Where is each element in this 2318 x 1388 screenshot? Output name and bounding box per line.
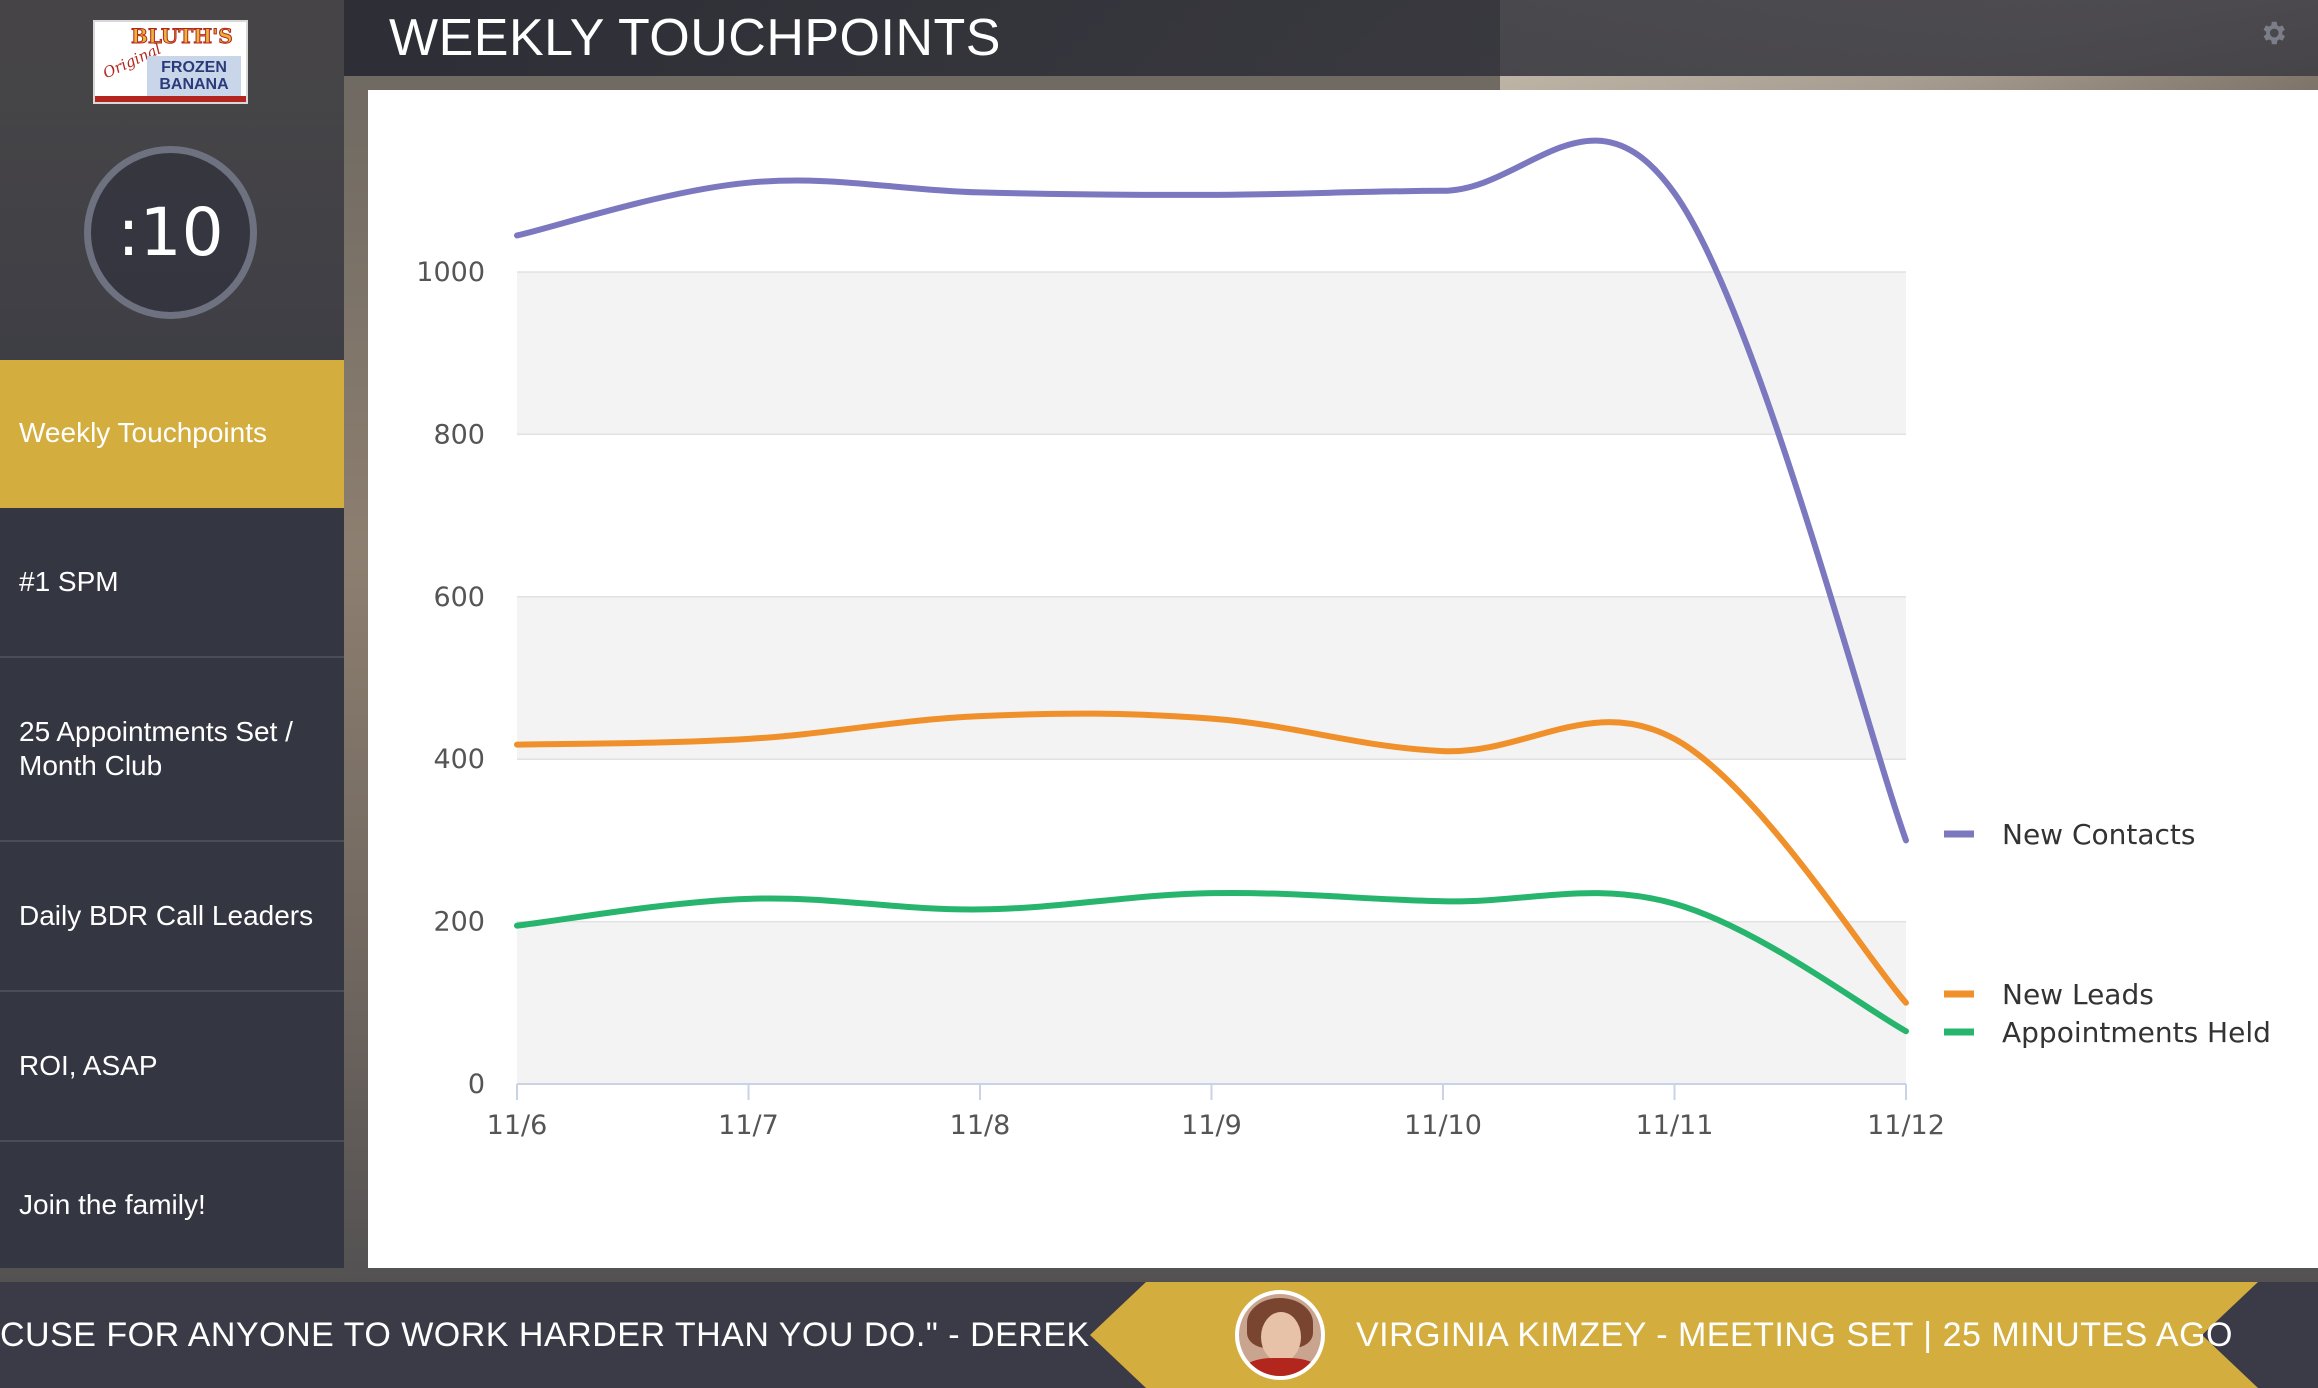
sidebar-item-spm[interactable]: #1 SPM bbox=[0, 508, 344, 658]
x-tick-label: 11/9 bbox=[1181, 1110, 1242, 1141]
y-tick-label: 600 bbox=[433, 582, 485, 613]
y-tick-label: 0 bbox=[468, 1069, 485, 1100]
sidebar-item-join-family[interactable]: Join the family! bbox=[0, 1142, 344, 1268]
y-tick-label: 800 bbox=[433, 419, 485, 450]
avatar bbox=[1235, 1290, 1325, 1380]
sidebar-item-label: 25 Appointments Set / Month Club bbox=[19, 716, 293, 781]
legend-label: New Contacts bbox=[2002, 818, 2196, 851]
avatar-face bbox=[1261, 1312, 1301, 1362]
gear-icon[interactable] bbox=[2258, 18, 2288, 48]
sidebar-item-label: ROI, ASAP bbox=[19, 1050, 158, 1081]
grid-band bbox=[517, 921, 1906, 1084]
series-line-new-leads bbox=[514, 710, 1909, 1006]
logo-text-brand: BLUTH'S bbox=[131, 24, 234, 49]
x-tick-label: 11/7 bbox=[718, 1110, 779, 1141]
avatar-body bbox=[1243, 1358, 1319, 1376]
page-title: WEEKLY TOUCHPOINTS bbox=[389, 9, 1001, 67]
series-line-new-contacts bbox=[514, 137, 1909, 844]
logo-stripe bbox=[95, 96, 246, 102]
sidebar-item-label: Join the family! bbox=[19, 1189, 206, 1220]
legend-label: Appointments Held bbox=[2002, 1016, 2271, 1049]
ticker-quote: CUSE FOR ANYONE TO WORK HARDER THAN YOU … bbox=[0, 1316, 1210, 1354]
x-tick-label: 11/12 bbox=[1867, 1110, 1945, 1141]
grid-band bbox=[517, 434, 1906, 597]
grid-band bbox=[517, 272, 1906, 435]
sidebar-nav: Weekly Touchpoints #1 SPM 25 Appointment… bbox=[0, 360, 344, 1268]
chart-panel: 0 200 400 600 800 1000 11/6 11/7 11/8 11/9 11/10 11… bbox=[368, 90, 2318, 1268]
ticker-bar: CUSE FOR ANYONE TO WORK HARDER THAN YOU … bbox=[0, 1282, 2318, 1388]
ticker-activity: VIRGINIA KIMZEY - MEETING SET | 25 MINUT… bbox=[1356, 1316, 2233, 1354]
sidebar-item-bdr-call-leaders[interactable]: Daily BDR Call Leaders bbox=[0, 842, 344, 992]
sidebar-item-label: Daily BDR Call Leaders bbox=[19, 900, 314, 931]
logo-text-product: FROZEN BANANA bbox=[147, 56, 241, 96]
sidebar-item-label: Weekly Touchpoints bbox=[19, 417, 267, 448]
sidebar-item-appointments-club[interactable]: 25 Appointments Set / Month Club bbox=[0, 658, 344, 842]
sidebar-item-roi-asap[interactable]: ROI, ASAP bbox=[0, 992, 344, 1142]
x-tick-label: 11/6 bbox=[487, 1110, 548, 1141]
y-tick-label: 200 bbox=[433, 907, 485, 938]
x-tick-label: 11/8 bbox=[950, 1110, 1011, 1141]
sidebar: BLUTH'S Original FROZEN BANANA :10 Weekl… bbox=[0, 0, 344, 1268]
line-chart: 0 200 400 600 800 1000 11/6 11/7 11/8 11/9 11/10 11… bbox=[416, 137, 2271, 1141]
grid-band bbox=[517, 596, 1906, 760]
rotation-timer: :10 bbox=[84, 146, 257, 319]
sidebar-header: BLUTH'S Original FROZEN BANANA :10 bbox=[0, 0, 344, 360]
page-header: WEEKLY TOUCHPOINTS bbox=[344, 0, 2318, 76]
sidebar-item-label: #1 SPM bbox=[19, 566, 119, 597]
x-tick-label: 11/11 bbox=[1636, 1110, 1714, 1141]
y-tick-label: 1000 bbox=[416, 257, 485, 288]
sidebar-item-weekly-touchpoints[interactable]: Weekly Touchpoints bbox=[0, 360, 344, 508]
legend-label: New Leads bbox=[2002, 978, 2154, 1011]
x-tick-label: 11/10 bbox=[1404, 1110, 1482, 1141]
company-logo: BLUTH'S Original FROZEN BANANA bbox=[93, 20, 248, 104]
y-tick-label: 400 bbox=[433, 744, 485, 775]
